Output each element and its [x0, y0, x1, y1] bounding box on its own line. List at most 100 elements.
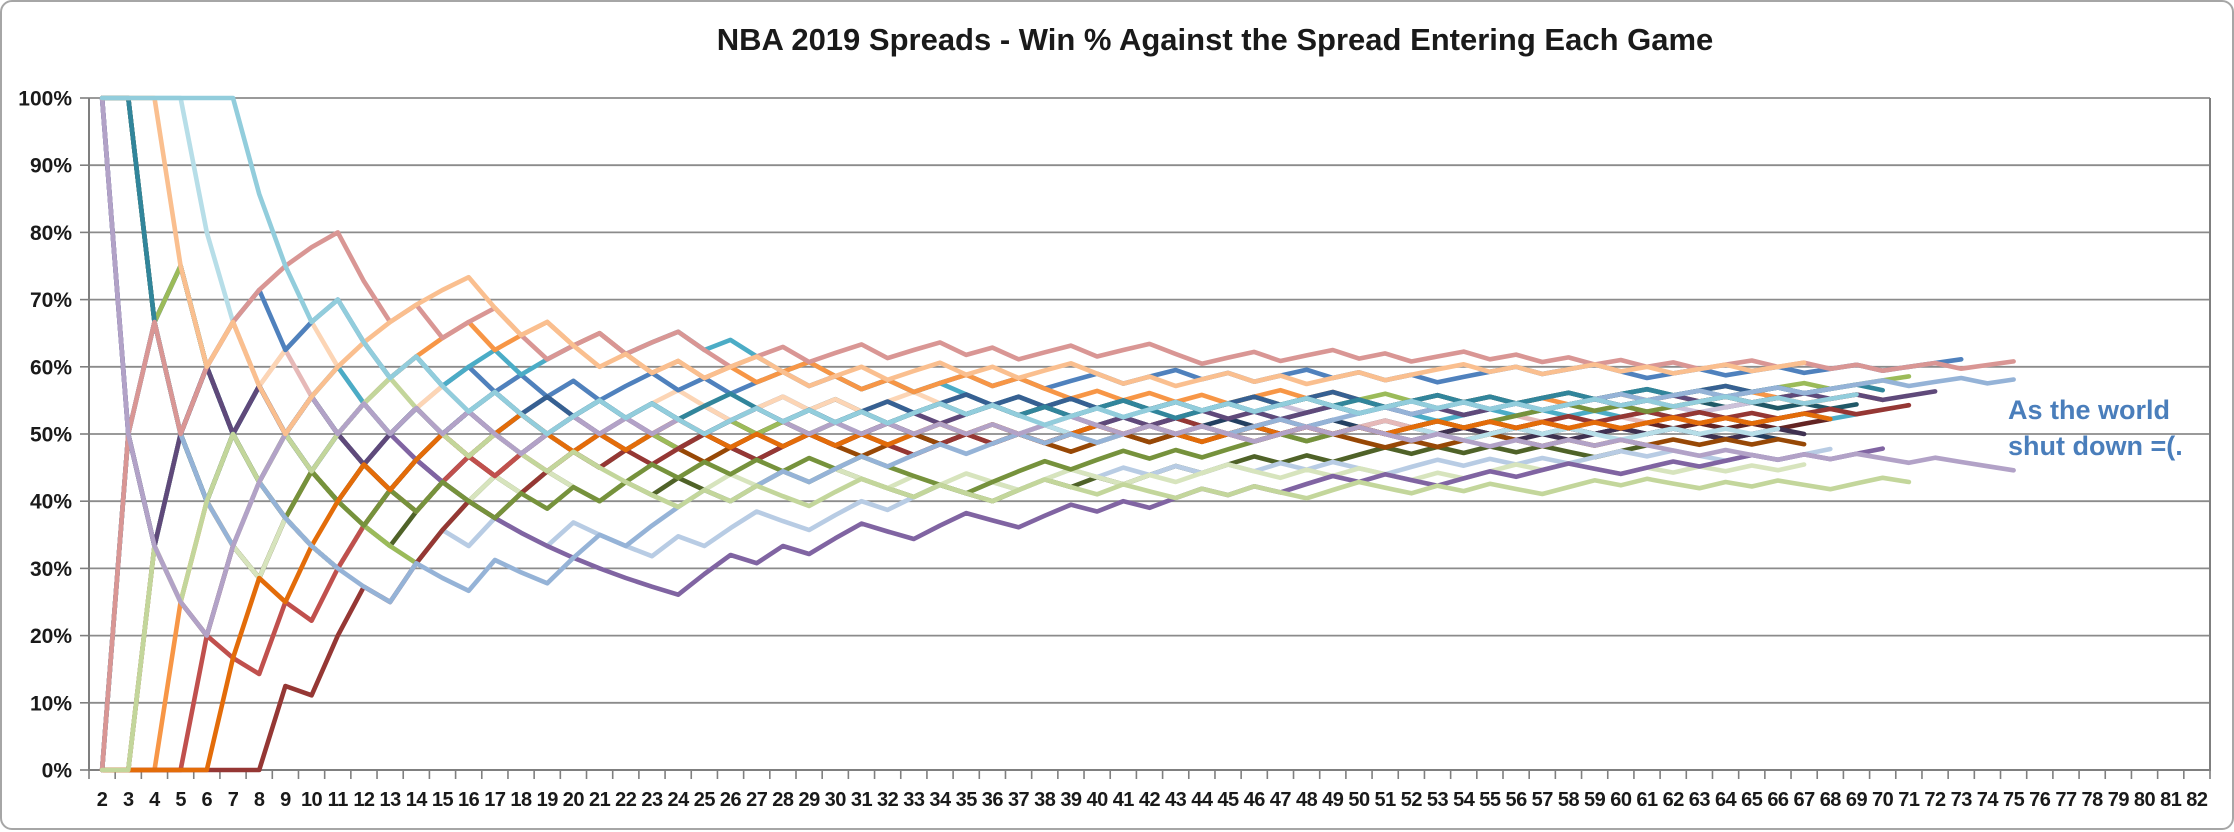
x-axis-label: 70	[1872, 789, 1894, 811]
x-axis-label: 34	[929, 789, 952, 811]
series-line-series-09	[99, 461, 1807, 773]
x-axis-label: 72	[1924, 789, 1946, 811]
x-axis-label: 74	[1977, 789, 2000, 811]
x-axis-label: 4	[149, 789, 161, 811]
series-line-series-07	[99, 95, 1833, 571]
x-axis-label: 16	[458, 789, 480, 811]
y-axis-label: 80%	[30, 222, 72, 245]
x-axis-label: 9	[280, 789, 291, 811]
x-axis-label: 26	[720, 789, 742, 811]
x-axis-label: 51	[1375, 789, 1397, 811]
x-axis-label: 13	[380, 789, 402, 811]
series-line-series-16	[99, 95, 1885, 598]
x-axis-label: 53	[1427, 789, 1449, 811]
x-axis-label: 22	[615, 789, 637, 811]
x-axis-label: 10	[301, 789, 323, 811]
x-axis-label: 19	[537, 789, 559, 811]
y-axis-label: 30%	[30, 558, 72, 581]
y-axis-label: 90%	[30, 155, 72, 178]
annotation-line-1: As the world	[2008, 395, 2170, 425]
x-axis-label: 12	[353, 789, 375, 811]
series-lines	[99, 95, 2016, 773]
series-line-series-25	[99, 319, 2016, 773]
y-axis-label: 0%	[42, 760, 73, 783]
y-axis-labels: 0% 10% 20% 30% 40% 50% 60% 70% 80% 90% 100%	[18, 88, 72, 783]
annotation-line-2: shut down =(.	[2008, 431, 2183, 461]
x-axis-label: 35	[956, 789, 978, 811]
series-line-series-15	[99, 263, 1912, 773]
x-axis-label: 77	[2055, 789, 2077, 811]
x-axis-label: 60	[1610, 789, 1632, 811]
x-axis-label: 31	[851, 789, 873, 811]
x-axis-label: 14	[406, 789, 429, 811]
series-line-series-27	[99, 375, 1912, 773]
x-axis-label: 65	[1741, 789, 1763, 811]
x-axis-label: 2	[97, 789, 108, 811]
y-axis-label: 70%	[30, 289, 72, 312]
x-axis-label: 79	[2108, 789, 2130, 811]
series-line-series-29	[99, 95, 1807, 437]
x-axis-label: 17	[484, 789, 506, 811]
series-line-series-05	[99, 95, 1859, 437]
x-axis-label: 39	[1060, 789, 1082, 811]
x-axis-label: 71	[1898, 789, 1920, 811]
x-axis-label: 7	[228, 789, 239, 811]
x-axis-label: 43	[1165, 789, 1187, 811]
x-axis-label: 81	[2160, 789, 2182, 811]
x-axis-labels: 2 3 4 5 6 7 8 9 10 11 12 13 14 15 16 17 18 19 20 21 22 23 24 25…	[97, 789, 2209, 811]
x-axis-label: 30	[825, 789, 847, 811]
x-axis-label: 33	[903, 789, 925, 811]
chart-title: NBA 2019 Spreads - Win % Against the Spr…	[717, 22, 1714, 57]
x-axis-label: 66	[1767, 789, 1789, 811]
x-axis-label: 63	[1689, 789, 1711, 811]
x-axis-label: 38	[1034, 789, 1056, 811]
x-axis-label: 11	[328, 789, 349, 811]
y-axis-label: 40%	[30, 491, 72, 514]
x-axis-label: 5	[175, 789, 186, 811]
x-axis-label: 64	[1715, 789, 1738, 811]
x-axis-label: 6	[202, 789, 213, 811]
x-axis-label: 24	[668, 789, 691, 811]
series-line-series-20	[99, 402, 1912, 773]
x-axis-label: 40	[1087, 789, 1109, 811]
x-axis-label: 76	[2029, 789, 2051, 811]
x-axis-label: 23	[641, 789, 663, 811]
x-axis-label: 73	[1951, 789, 1973, 811]
y-axis-label: 50%	[30, 424, 72, 447]
x-axis-label: 15	[432, 789, 454, 811]
x-axis-label: 27	[746, 789, 768, 811]
x-axis-label: 55	[1479, 789, 1501, 811]
x-axis-label: 3	[123, 789, 134, 811]
x-axis-label: 59	[1584, 789, 1606, 811]
x-axis-label: 42	[1139, 789, 1161, 811]
x-axis-label: 18	[510, 789, 532, 811]
x-axis-label: 68	[1820, 789, 1842, 811]
x-axis-label: 54	[1453, 789, 1476, 811]
x-axis-label: 8	[254, 789, 265, 811]
x-axis-label: 36	[982, 789, 1004, 811]
x-axis-label: 32	[877, 789, 899, 811]
x-axis-label: 29	[798, 789, 820, 811]
x-axis-label: 25	[694, 789, 716, 811]
x-axis-label: 69	[1846, 789, 1868, 811]
x-axis-label: 57	[1532, 789, 1554, 811]
x-axis-label: 44	[1191, 789, 1214, 811]
y-axis-label: 100%	[18, 88, 72, 111]
gridlines	[89, 97, 2210, 771]
x-axis-label: 46	[1244, 789, 1266, 811]
x-axis-label: 75	[2003, 789, 2025, 811]
x-axis-label: 58	[1558, 789, 1580, 811]
x-axis-label: 52	[1401, 789, 1423, 811]
x-axis-label: 41	[1113, 789, 1135, 811]
x-axis-label: 82	[2186, 789, 2208, 811]
x-axis-label: 61	[1636, 789, 1658, 811]
axes	[80, 97, 2211, 779]
x-axis-label: 56	[1505, 789, 1527, 811]
x-axis-label: 48	[1296, 789, 1318, 811]
x-axis-label: 50	[1348, 789, 1370, 811]
x-axis-label: 67	[1794, 789, 1816, 811]
y-axis-label: 20%	[30, 625, 72, 648]
x-axis-label: 45	[1217, 789, 1239, 811]
